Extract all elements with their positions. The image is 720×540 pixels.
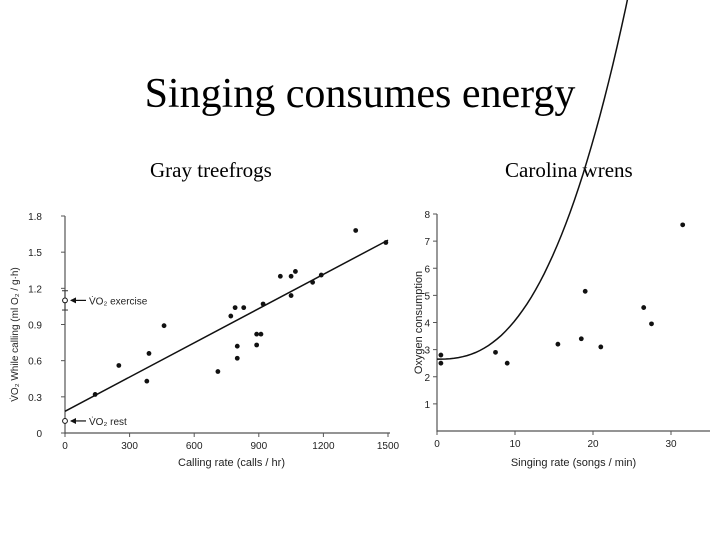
y-tick-label: 5 — [424, 291, 430, 302]
data-point — [215, 369, 221, 374]
data-point — [598, 344, 604, 350]
y-tick-label: 8 — [424, 210, 430, 221]
y-tick-label: 7 — [424, 237, 430, 248]
data-point — [582, 288, 588, 294]
data-point — [161, 323, 167, 329]
x-tick-label: 30 — [665, 439, 677, 450]
right-chart-subtitle: Carolina wrens — [505, 158, 633, 182]
data-point — [310, 279, 316, 285]
data-point — [277, 273, 283, 279]
y-tick-label: 0.6 — [28, 357, 42, 368]
data-point — [234, 355, 240, 361]
data-point — [241, 305, 247, 311]
data-point — [493, 349, 498, 355]
data-point — [353, 228, 359, 233]
data-point — [680, 222, 686, 228]
data-point — [504, 360, 510, 366]
reference-arrowhead — [70, 417, 76, 424]
data-point — [555, 341, 561, 347]
y-tick-label: 3 — [424, 346, 430, 357]
data-point — [578, 336, 584, 342]
data-point — [641, 305, 647, 310]
data-point — [383, 240, 389, 245]
x-tick-label: 1200 — [312, 441, 335, 452]
y-tick-label: 1 — [424, 400, 430, 411]
reference-point — [62, 297, 68, 304]
x-tick-label: 20 — [587, 439, 599, 450]
regression-line — [64, 239, 389, 412]
data-point — [228, 313, 234, 319]
reference-point — [62, 418, 68, 424]
data-point — [438, 360, 444, 366]
y-tick-label: 1.5 — [28, 248, 42, 259]
x-tick-label: 0 — [434, 439, 440, 450]
y-tick-label: 4 — [424, 319, 430, 330]
slide-title: Singing consumes energy — [144, 71, 576, 117]
x-tick-label: 0 — [62, 441, 68, 452]
data-point — [146, 351, 152, 356]
data-point — [144, 378, 150, 384]
y-tick-label: 0 — [36, 429, 42, 440]
rest-label: V̇O₂ rest — [89, 415, 127, 428]
data-point — [254, 331, 260, 337]
data-point — [232, 305, 238, 311]
data-point — [116, 363, 122, 368]
fit-curve — [437, 0, 629, 360]
data-point — [318, 272, 324, 278]
data-point — [254, 342, 260, 348]
y-tick-label: 1.2 — [28, 284, 42, 295]
y-tick-label: 0.3 — [28, 393, 42, 404]
x-tick-label: 10 — [509, 439, 521, 450]
exercise-label: V̇O₂ exercise — [89, 295, 148, 308]
data-point — [288, 293, 294, 298]
y-axis-label: Oxygen consumption — [413, 271, 425, 374]
data-point — [438, 352, 444, 358]
data-point — [260, 301, 266, 307]
data-point — [92, 392, 98, 397]
data-point — [293, 269, 298, 274]
x-tick-label: 600 — [186, 441, 203, 452]
data-point — [649, 321, 654, 327]
left-chart-subtitle: Gray treefrogs — [150, 158, 272, 182]
x-tick-label: 900 — [250, 441, 267, 452]
y-axis-label: V̇O₂ While calling (ml O₂ / g·h) — [8, 267, 21, 401]
y-tick-label: 0.9 — [28, 321, 42, 332]
y-tick-label: 1.8 — [28, 212, 42, 223]
x-tick-label: 1500 — [377, 441, 400, 452]
x-axis-label: Singing rate (songs / min) — [511, 457, 636, 469]
data-point — [258, 331, 264, 337]
data-point — [234, 343, 240, 349]
y-tick-label: 2 — [424, 373, 430, 384]
y-tick-label: 6 — [424, 264, 430, 275]
reference-arrowhead — [70, 297, 76, 304]
x-axis-label: Calling rate (calls / hr) — [178, 457, 285, 469]
x-tick-label: 300 — [121, 441, 138, 452]
data-point — [288, 273, 294, 279]
